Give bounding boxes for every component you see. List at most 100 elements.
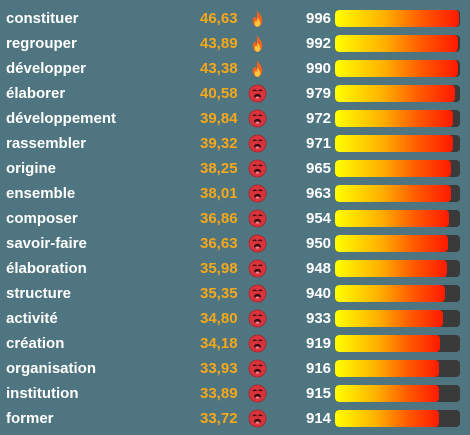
progress-bar <box>335 385 460 402</box>
progress-bar-fill <box>335 85 455 102</box>
guess-word: rassembler <box>6 135 87 152</box>
guess-word: constituer <box>6 10 79 27</box>
list-item: structure 35,35 940 <box>0 283 470 308</box>
similarity-score: 36,86 <box>200 210 238 227</box>
similarity-score: 43,38 <box>200 60 238 77</box>
progress-bar <box>335 60 460 77</box>
rank-number: 916 <box>306 360 332 377</box>
rank-number: 948 <box>306 260 332 277</box>
fire-icon <box>248 34 267 53</box>
list-item: composer 36,86 954 <box>0 208 470 233</box>
guess-word: activité <box>6 310 58 327</box>
hot-face-icon <box>248 234 267 253</box>
guess-word: élaborer <box>6 85 66 102</box>
hot-face-icon <box>248 334 267 353</box>
progress-bar-fill <box>335 335 440 352</box>
progress-bar <box>335 260 460 277</box>
progress-bar <box>335 360 460 377</box>
rank-number: 954 <box>306 210 332 227</box>
hot-face-icon <box>248 84 267 103</box>
similarity-score: 38,25 <box>200 160 238 177</box>
guess-word: ensemble <box>6 185 76 202</box>
progress-bar-fill <box>335 185 451 202</box>
progress-bar-fill <box>335 410 439 427</box>
progress-bar <box>335 410 460 427</box>
progress-bar-fill <box>335 385 439 402</box>
list-item: organisation 33,93 916 <box>0 358 470 383</box>
progress-bar-fill <box>335 135 453 152</box>
progress-bar <box>335 35 460 52</box>
progress-bar-fill <box>335 235 448 252</box>
similarity-score: 33,93 <box>200 360 238 377</box>
rank-number: 915 <box>306 385 332 402</box>
similarity-score: 36,63 <box>200 235 238 252</box>
guess-word: organisation <box>6 360 97 377</box>
similarity-score: 38,01 <box>200 185 238 202</box>
similarity-score: 39,84 <box>200 110 238 127</box>
list-item: création 34,18 919 <box>0 333 470 358</box>
fire-icon <box>248 9 267 28</box>
hot-face-icon <box>248 284 267 303</box>
progress-bar <box>335 335 460 352</box>
list-item: institution 33,89 915 <box>0 383 470 408</box>
similarity-score: 40,58 <box>200 85 238 102</box>
list-item: développer 43,38 990 <box>0 58 470 83</box>
progress-bar <box>335 135 460 152</box>
guess-word: création <box>6 335 65 352</box>
fire-icon <box>248 59 267 78</box>
hot-face-icon <box>248 384 267 403</box>
guess-list: constituer 46,63 996 regrouper 43,89 992 dével… <box>0 8 470 433</box>
rank-number: 972 <box>306 110 332 127</box>
list-item: activité 34,80 933 <box>0 308 470 333</box>
rank-number: 963 <box>306 185 332 202</box>
hot-face-icon <box>248 109 267 128</box>
list-item: regrouper 43,89 992 <box>0 33 470 58</box>
rank-number: 940 <box>306 285 332 302</box>
rank-number: 990 <box>306 60 332 77</box>
hot-face-icon <box>248 409 267 428</box>
progress-bar-fill <box>335 360 439 377</box>
guess-word: institution <box>6 385 79 402</box>
progress-bar-fill <box>335 260 447 277</box>
similarity-score: 34,18 <box>200 335 238 352</box>
guess-word: savoir-faire <box>6 235 87 252</box>
similarity-score: 35,98 <box>200 260 238 277</box>
progress-bar-fill <box>335 210 449 227</box>
progress-bar-fill <box>335 10 459 27</box>
progress-bar-fill <box>335 60 458 77</box>
list-item: rassembler 39,32 971 <box>0 133 470 158</box>
similarity-score: 46,63 <box>200 10 238 27</box>
progress-bar <box>335 185 460 202</box>
progress-bar <box>335 85 460 102</box>
similarity-score: 35,35 <box>200 285 238 302</box>
rank-number: 996 <box>306 10 332 27</box>
rank-number: 914 <box>306 410 332 427</box>
guess-word: élaboration <box>6 260 87 277</box>
progress-bar <box>335 235 460 252</box>
list-item: savoir-faire 36,63 950 <box>0 233 470 258</box>
guess-word: origine <box>6 160 57 177</box>
list-item: ensemble 38,01 963 <box>0 183 470 208</box>
rank-number: 971 <box>306 135 332 152</box>
rank-number: 992 <box>306 35 332 52</box>
guess-word: former <box>6 410 54 427</box>
guess-word: développement <box>6 110 117 127</box>
hot-face-icon <box>248 159 267 178</box>
list-item: élaboration 35,98 948 <box>0 258 470 283</box>
rank-number: 979 <box>306 85 332 102</box>
rank-number: 933 <box>306 310 332 327</box>
guess-word: développer <box>6 60 87 77</box>
guess-word: regrouper <box>6 35 77 52</box>
progress-bar <box>335 160 460 177</box>
list-item: constituer 46,63 996 <box>0 8 470 33</box>
hot-face-icon <box>248 209 267 228</box>
similarity-score: 33,72 <box>200 410 238 427</box>
progress-bar-fill <box>335 285 445 302</box>
progress-bar-fill <box>335 160 452 177</box>
progress-bar-fill <box>335 310 444 327</box>
hot-face-icon <box>248 309 267 328</box>
hot-face-icon <box>248 184 267 203</box>
list-item: élaborer 40,58 979 <box>0 83 470 108</box>
rank-number: 919 <box>306 335 332 352</box>
progress-bar <box>335 310 460 327</box>
